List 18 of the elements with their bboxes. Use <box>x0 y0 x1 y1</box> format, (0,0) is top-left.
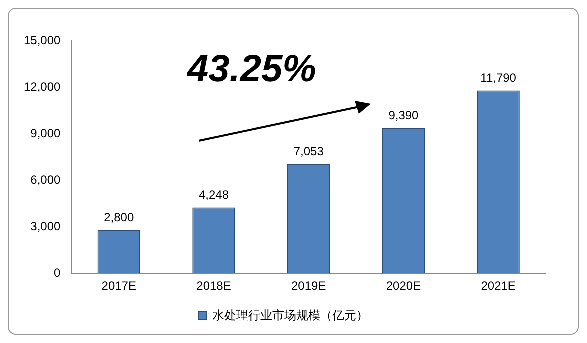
x-tick-label: 2017E <box>102 279 136 294</box>
x-tick-label: 2021E <box>481 279 516 294</box>
data-label: 9,390 <box>388 108 420 122</box>
y-tick-label: 9,000 <box>30 126 62 140</box>
x-tick-label: 2019E <box>292 279 326 294</box>
data-label: 11,790 <box>480 71 517 86</box>
annotation: 43.25% <box>186 48 316 90</box>
data-label: 7,053 <box>294 144 324 159</box>
data-label: 4,248 <box>198 188 230 202</box>
data-label: 2,800 <box>104 210 134 224</box>
legend-label: 水处理行业市场规模（亿元） <box>212 308 368 322</box>
y-tick-label: 3,000 <box>30 219 62 234</box>
x-tick-label: 2020E <box>386 279 422 294</box>
y-tick-label: 6,000 <box>30 172 62 187</box>
y-tick-label: 15,000 <box>24 33 62 48</box>
y-tick-label: 12,000 <box>24 80 62 94</box>
y-tick-label: 0 <box>54 266 62 280</box>
x-tick-label: 2018E <box>196 279 232 294</box>
